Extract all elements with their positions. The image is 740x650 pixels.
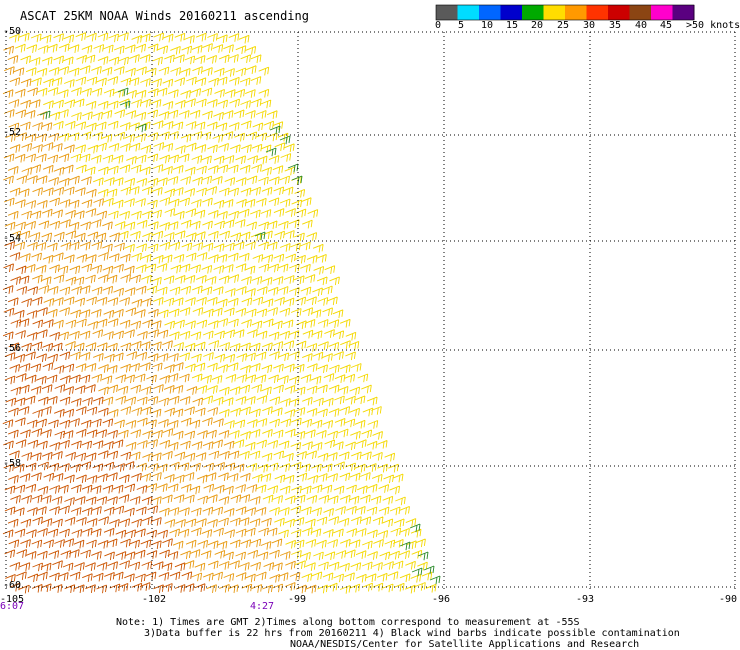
colorbar-label-30: 30 — [583, 20, 596, 31]
time-label-mid: 4:27 — [250, 601, 275, 612]
lat-label-54: -54 — [3, 233, 22, 244]
wind-speed-colorbar — [435, 4, 695, 21]
note-line-2: 3)Data buffer is 22 hrs from 20160211 4)… — [144, 628, 680, 639]
lon-label-90: -90 — [719, 594, 738, 605]
lat-label-50: -50 — [3, 26, 22, 37]
note-line-3: NOAA/NESDIS/Center for Satellite Applica… — [290, 639, 640, 650]
lon-label-96: -96 — [432, 594, 451, 605]
colorbar-label-50plus: >50 knots — [686, 20, 740, 31]
map-title: ASCAT 25KM NOAA Winds 20160211 ascending — [20, 9, 309, 23]
colorbar-swatch — [651, 5, 673, 20]
colorbar-swatch — [586, 5, 609, 20]
wind-barb-group — [9, 32, 437, 594]
lat-label-58: -58 — [3, 458, 22, 469]
lon-label-99: -99 — [288, 594, 307, 605]
lat-label-52: -52 — [3, 127, 22, 138]
colorbar-swatch — [629, 5, 652, 20]
note-line-1: Note: 1) Times are GMT 2)Times along bot… — [116, 617, 580, 628]
colorbar-swatch — [500, 5, 523, 20]
colorbar-label-45: 45 — [660, 20, 673, 31]
colorbar-swatch — [543, 5, 566, 20]
wind-barb-group — [2, 45, 317, 594]
time-label-left: 6:07 — [0, 601, 25, 612]
wind-barbs-layer — [2, 32, 441, 594]
lat-label-56: -56 — [3, 343, 22, 354]
colorbar-label-35: 35 — [609, 20, 622, 31]
colorbar-label-5: 5 — [458, 20, 465, 31]
colorbar-swatch — [522, 5, 544, 20]
colorbar-swatch — [565, 5, 587, 20]
colorbar-swatch — [457, 5, 480, 20]
lat-lon-grid — [5, 31, 736, 590]
lon-label-93: -93 — [576, 594, 595, 605]
lon-label-105: -105 — [0, 594, 25, 605]
wind-barb-group — [2, 241, 206, 594]
colorbar-label-20: 20 — [531, 20, 544, 31]
colorbar-label-25: 25 — [557, 20, 570, 31]
lon-label-102: -102 — [142, 594, 167, 605]
colorbar-swatch — [479, 5, 501, 20]
colorbar-outline — [435, 4, 695, 21]
lat-label-60: -60 — [3, 580, 22, 591]
colorbar-swatch — [608, 5, 630, 20]
colorbar-label-10: 10 — [481, 20, 494, 31]
colorbar-swatch — [436, 5, 458, 20]
colorbar-label-0: 0 — [435, 20, 442, 31]
colorbar-label-15: 15 — [506, 20, 519, 31]
colorbar-label-40: 40 — [635, 20, 648, 31]
colorbar-swatch — [672, 5, 695, 20]
